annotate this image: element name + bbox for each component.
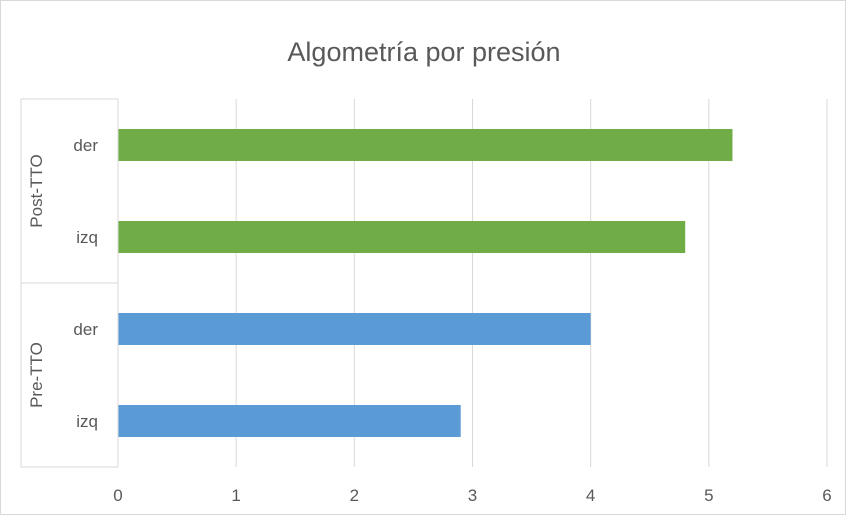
category-label: der [73,136,98,155]
category-label: izq [76,412,98,431]
x-tick-label: 5 [704,486,713,505]
x-tick-label: 2 [350,486,359,505]
group-label: Post-TTO [27,154,46,227]
x-tick-label: 6 [822,486,831,505]
category-label: der [73,320,98,339]
bar [118,313,591,345]
x-tick-label: 3 [468,486,477,505]
bar [118,221,686,253]
category-axis: der izq der izq Post-TTO Pre-TTO [20,98,119,468]
x-tick-label: 1 [231,486,240,505]
chart-title: Algometría por presión [287,37,560,67]
x-tick-label: 0 [113,486,122,505]
category-label: izq [76,228,98,247]
bar [118,405,461,437]
bars [118,129,733,437]
group-label: Pre-TTO [27,342,46,408]
value-axis-ticks: 0 1 2 3 4 5 6 [113,486,831,505]
x-tick-label: 4 [586,486,595,505]
bar [118,129,733,161]
